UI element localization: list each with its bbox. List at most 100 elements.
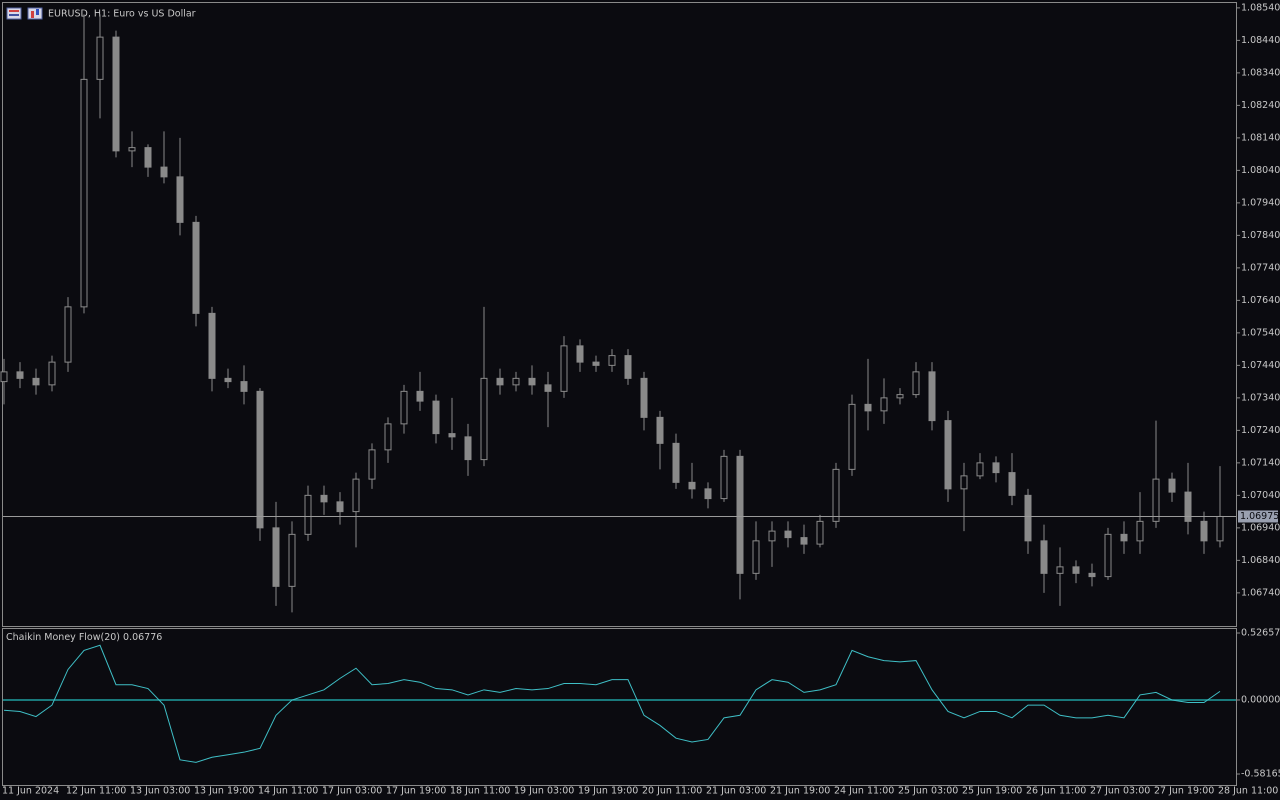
candle-body [880,397,888,412]
candle-body [1056,566,1064,574]
y-tick-label: 1.07540 [1241,327,1280,338]
candle-body [480,377,488,461]
y-tick-label: 1.07340 [1241,392,1280,403]
y-tick-label: 1.07740 [1241,262,1280,273]
candle-body [1200,520,1208,542]
x-tick-label: 18 Jun 11:00 [450,786,510,797]
candle-body [224,377,232,383]
candle-body [128,147,136,152]
candle-body [672,442,680,483]
candle-body [32,377,40,386]
candle-body [1136,520,1144,542]
candle-body [656,416,664,444]
candle-body [752,540,760,574]
symbol-icons[interactable] [6,7,43,20]
x-tick-label: 21 Jun 03:00 [706,786,766,797]
candle-body [1040,540,1048,574]
x-tick-label: 26 Jun 11:00 [1026,786,1086,797]
x-tick-label: 13 Jun 03:00 [130,786,190,797]
last-price-tag [1238,510,1278,523]
candle-body [1168,478,1176,493]
candle-body [352,478,360,513]
candle-body [64,306,72,363]
candle-body [576,345,584,363]
candle-body [288,533,296,587]
y-tick-label: 1.08340 [1241,67,1280,78]
y-tick-label: 0.00000 [1241,695,1280,706]
x-tick-label: 19 Jun 19:00 [578,786,638,797]
candle-body [784,530,792,539]
candle-body [80,78,88,308]
y-tick-label: -0.58165 [1241,769,1280,780]
x-tick-label: 20 Jun 11:00 [642,786,702,797]
x-tick-label: 12 Jun 11:00 [66,786,126,797]
chart-title: EURUSD, H1: Euro vs US Dollar [48,9,196,20]
candle-body [1184,491,1192,522]
candle-body [112,36,120,152]
candle-body [320,494,328,503]
candle-body [384,423,392,451]
candle-body [160,166,168,178]
candle-body [192,221,200,314]
icon-bar [31,11,34,18]
x-tick-label: 25 Jun 03:00 [898,786,958,797]
x-tick-label: 17 Jun 19:00 [386,786,446,797]
candle-body [144,147,152,168]
y-tick-label: 1.07440 [1241,360,1280,371]
candle-body [720,455,728,500]
candle-body [528,377,536,386]
candle-body [1008,472,1016,496]
y-tick-label: 1.08440 [1241,35,1280,46]
candle-body [272,527,280,587]
x-tick-label: 27 Jun 19:00 [1154,786,1214,797]
y-tick-label: 1.06740 [1241,587,1280,598]
cmf-line [3,644,1221,763]
candle-body [736,455,744,574]
candle-body [448,433,456,438]
candle-body [944,420,952,490]
icon[interactable] [6,7,22,20]
candle-body [1088,572,1096,578]
candle-body [864,403,872,412]
candle-body [544,384,552,392]
candle-body [1152,478,1160,522]
y-tick-label: 1.07240 [1241,425,1280,436]
x-tick-label: 17 Jun 03:00 [322,786,382,797]
x-tick-label: 25 Jun 19:00 [962,786,1022,797]
x-tick-label: 21 Jun 19:00 [770,786,830,797]
candle-body [896,394,904,399]
candle-body [16,371,24,379]
candle-body [304,494,312,535]
icon[interactable] [27,7,43,20]
candle-body [832,468,840,522]
candle-body [432,400,440,435]
candle-body [848,403,856,470]
candle-body [624,355,632,379]
y-tick-label: 1.07640 [1241,295,1280,306]
candle-body [608,355,616,366]
y-tick-label: 1.07040 [1241,490,1280,501]
candle-body [704,488,712,500]
x-tick-label: 28 Jun 11:00 [1218,786,1278,797]
candle-body [1072,566,1080,574]
candle-body [976,462,984,477]
icon-bar [36,9,39,15]
indicator-value: 0.06776 [123,632,162,643]
icon-stripe [9,14,19,16]
candle-body [640,377,648,418]
y-tick-label: 1.08140 [1241,132,1280,143]
candle-body [512,377,520,386]
y-tick-label: 1.08240 [1241,100,1280,111]
candle-body [368,449,376,480]
icon-stripe [9,10,19,12]
candle-body [464,436,472,461]
candle-body [928,371,936,422]
candle-body [416,390,424,402]
x-tick-label: 14 Jun 11:00 [258,786,318,797]
candle-body [1120,533,1128,542]
candle-body [176,176,184,223]
candle-body [1216,515,1224,542]
candle-body [592,361,600,366]
candle-body [992,462,1000,474]
